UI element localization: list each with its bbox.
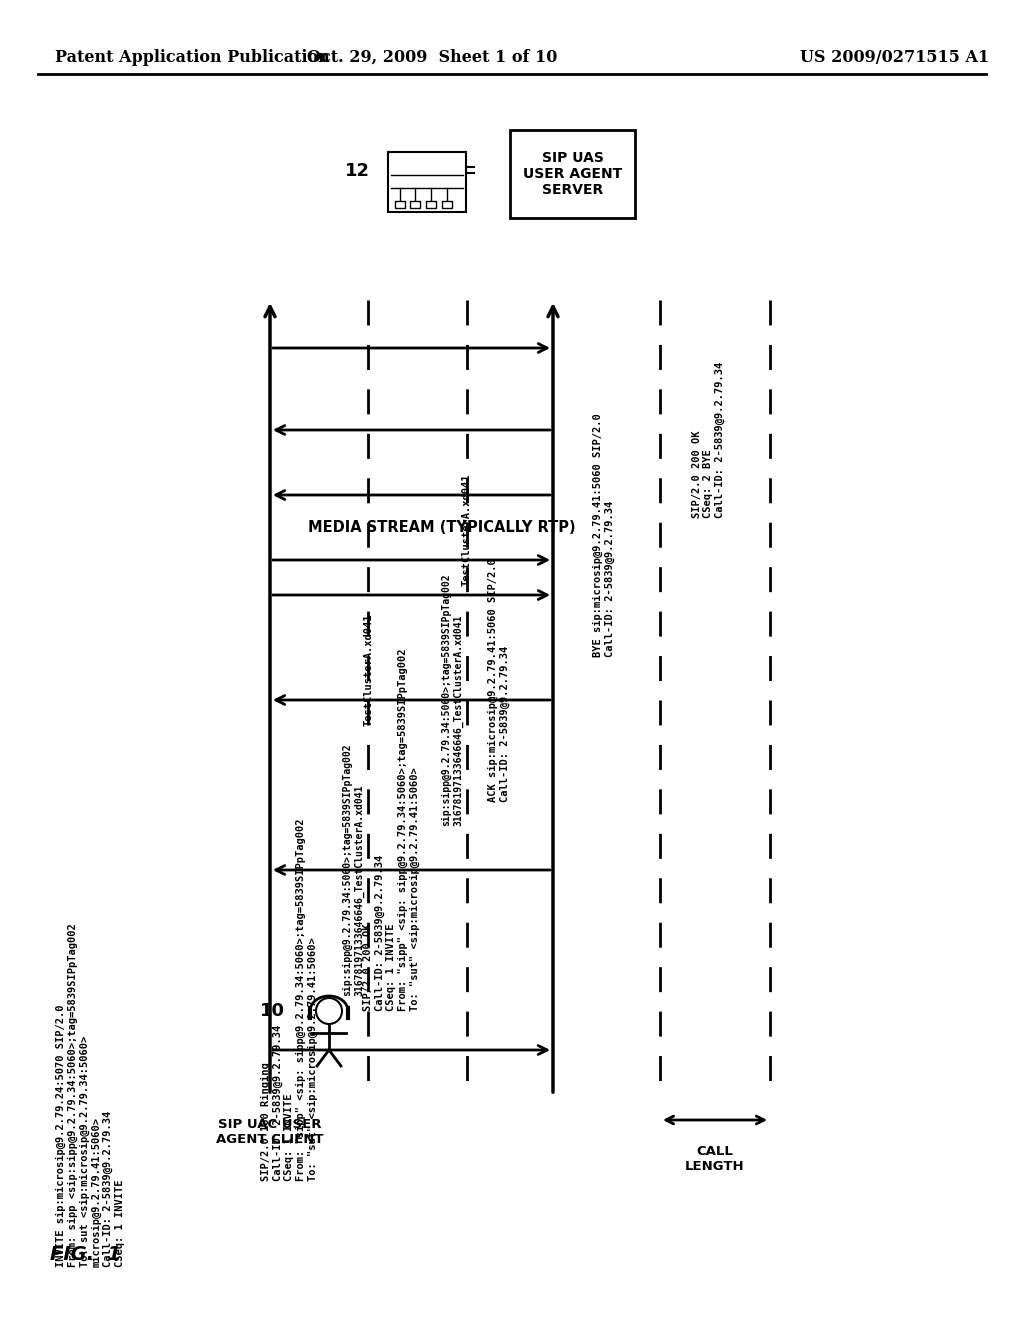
Bar xyxy=(510,129,635,218)
Text: ACK sip:microsip@9.2.79.41:5060 SIP/2.0
Call-ID: 2-5839@9.2.79.34: ACK sip:microsip@9.2.79.41:5060 SIP/2.0 … xyxy=(487,558,510,801)
Bar xyxy=(411,201,420,209)
Text: TestClusterA.xd041: TestClusterA.xd041 xyxy=(462,474,472,586)
Text: 10: 10 xyxy=(260,1002,285,1020)
Text: INVITE sip:microsip@9.2.79.24:5070 SIP/2.0
From: sipp <sip:sipp@9.2.79.34:5060>;: INVITE sip:microsip@9.2.79.24:5070 SIP/2… xyxy=(55,923,125,1267)
Text: SIP/2.0 180 Ringing
Call-ID: 2-5839@9.2.79.34
CSeq: 1 INVITE
From: "sipp" <sip: : SIP/2.0 180 Ringing Call-ID: 2-5839@9.2.… xyxy=(261,818,318,1181)
Text: TestClusterA.xd041: TestClusterA.xd041 xyxy=(362,614,373,726)
Text: FIG.  1: FIG. 1 xyxy=(50,1246,121,1265)
Text: sip:sipp@9.2.79.34:5060>;tag=5839SIPpTag002
31678197133646646_TestClusterA.xd041: sip:sipp@9.2.79.34:5060>;tag=5839SIPpTag… xyxy=(342,743,364,997)
Text: US 2009/0271515 A1: US 2009/0271515 A1 xyxy=(801,49,989,66)
Text: CALL
LENGTH: CALL LENGTH xyxy=(685,1144,744,1173)
Text: SIP/2.0 200 OK
Call-ID: 2-5839@9.2.79.34
CSeq: 1 INVITE
From: "sipp" <sip: sipp@: SIP/2.0 200 OK Call-ID: 2-5839@9.2.79.34… xyxy=(362,648,420,1011)
Text: sip:sipp@9.2.79.34:5060>;tag=5839SIPpTag002
31678197133646646_TestClusterA.xd041: sip:sipp@9.2.79.34:5060>;tag=5839SIPpTag… xyxy=(441,574,463,826)
Text: SIP UAC USER
AGENT CLIENT: SIP UAC USER AGENT CLIENT xyxy=(216,1118,324,1146)
Bar xyxy=(388,152,466,213)
Text: SIP/2.0 200 OK
CSeq: 2 BYE
Call-ID: 2-5839@9.2.79.34: SIP/2.0 200 OK CSeq: 2 BYE Call-ID: 2-58… xyxy=(691,362,725,519)
Text: MEDIA STREAM (TYPICALLY RTP): MEDIA STREAM (TYPICALLY RTP) xyxy=(307,520,575,535)
Bar xyxy=(441,201,452,209)
Text: 12: 12 xyxy=(345,162,370,180)
Bar xyxy=(394,201,404,209)
Text: Patent Application Publication: Patent Application Publication xyxy=(55,49,330,66)
Text: SIP UAS
USER AGENT
SERVER: SIP UAS USER AGENT SERVER xyxy=(523,150,623,197)
Circle shape xyxy=(316,998,342,1024)
Text: BYE sip:microsip@9.2.79.41:5060 SIP/2.0
Call-ID: 2-5839@9.2.79.34: BYE sip:microsip@9.2.79.41:5060 SIP/2.0 … xyxy=(593,413,615,657)
Text: Oct. 29, 2009  Sheet 1 of 10: Oct. 29, 2009 Sheet 1 of 10 xyxy=(307,49,557,66)
Bar xyxy=(426,201,436,209)
